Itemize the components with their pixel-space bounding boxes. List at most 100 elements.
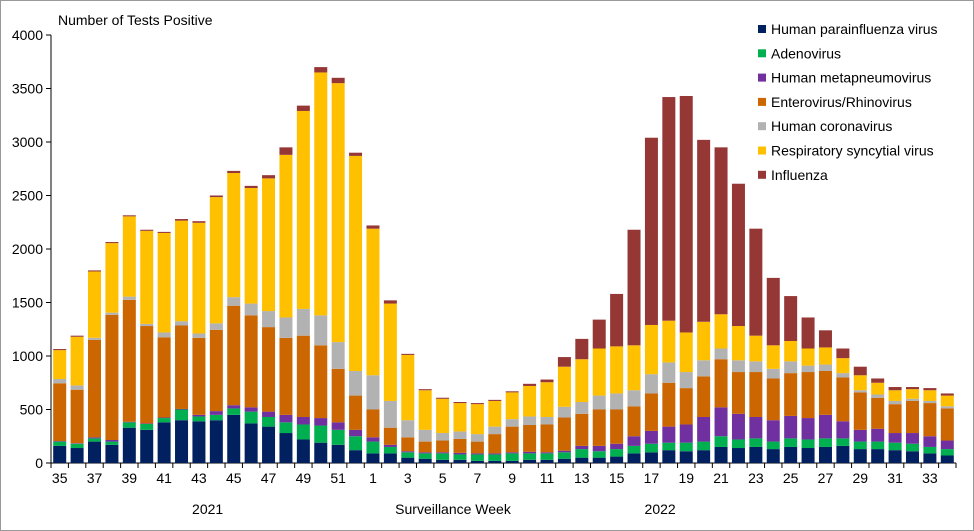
bar-segment-human-coronavirus-week-16 [627,390,641,407]
bar-segment-adenovirus-week-41 [157,418,171,423]
bar-segment-human-coronavirus-week-6 [453,431,467,439]
bar-segment-enterovirus-rhinovirus-week-10 [523,425,537,452]
bar-segment-human-coronavirus-week-41 [157,332,171,338]
bar-segment-influenza-week-35 [53,349,67,351]
bar-segment-human-metapneumovirus-week-41 [157,417,171,419]
bar-segment-human-metapneumovirus-week-43 [192,414,206,417]
legend-label: Influenza [771,167,828,183]
bar-segment-enterovirus-rhinovirus-week-32 [905,400,919,434]
x-tick-label: 29 [852,470,868,486]
bar-segment-human-coronavirus-week-3 [401,420,415,438]
bar-segment-respiratory-syncytial-virus-week-25 [784,341,798,362]
y-tick-label: 2000 [12,241,43,257]
bar-segment-human-metapneumovirus-week-46 [244,407,258,412]
bar-segment-human-metapneumovirus-week-6 [453,452,467,455]
bar-segment-respiratory-syncytial-virus-week-41 [157,232,171,333]
bar-segment-enterovirus-rhinovirus-week-3 [401,437,415,452]
bar-segment-influenza-week-42 [175,219,189,221]
year-label-2022: 2022 [645,501,676,517]
bar-segment-enterovirus-rhinovirus-week-13 [575,413,589,446]
bar-segment-adenovirus-week-44 [209,414,223,421]
bar-segment-human-metapneumovirus-week-32 [905,433,919,444]
y-tick-label: 3500 [12,81,43,97]
bar-segment-respiratory-syncytial-virus-week-9 [505,392,519,420]
bar-segment-respiratory-syncytial-virus-week-39 [122,216,136,297]
bar-segment-influenza-week-14 [592,319,606,349]
bar-segment-human-metapneumovirus-week-15 [610,443,624,450]
legend-swatch [758,49,766,58]
bar-segment-influenza-week-8 [488,399,502,401]
bar-segment-human-parainfluenza-virus-week-5 [436,459,450,463]
bar-segment-adenovirus-week-11 [540,453,554,460]
bar-segment-adenovirus-week-50 [314,425,328,443]
bar-segment-human-parainfluenza-virus-week-14 [592,457,606,463]
bar-segment-enterovirus-rhinovirus-week-23 [749,372,763,417]
bar-segment-enterovirus-rhinovirus-week-9 [505,426,519,453]
bar-segment-human-coronavirus-week-2 [383,400,397,428]
bar-segment-influenza-week-44 [209,195,223,198]
bar-segment-influenza-week-45 [227,170,241,174]
bar-segment-human-parainfluenza-virus-week-51 [331,444,345,463]
bar-segment-human-coronavirus-week-40 [140,323,154,327]
bar-segment-human-metapneumovirus-week-7 [470,453,484,455]
x-tick-label: 1 [369,470,377,486]
bar-segment-human-metapneumovirus-week-33 [923,436,937,447]
bar-segment-human-coronavirus-week-21 [714,348,728,360]
bar-segment-influenza-week-11 [540,379,554,383]
bar-segment-respiratory-syncytial-virus-week-30 [871,382,885,395]
bar-segment-human-coronavirus-week-13 [575,402,589,414]
bar-segment-influenza-week-22 [731,183,745,327]
bar-segment-enterovirus-rhinovirus-week-31 [888,404,902,434]
bar-segment-human-coronavirus-week-19 [679,372,693,389]
bar-segment-human-coronavirus-week-4 [418,429,432,442]
x-tick-label: 43 [191,470,207,486]
bar-segment-respiratory-syncytial-virus-week-48 [279,154,293,318]
bar-segment-human-metapneumovirus-week-4 [418,452,432,454]
bar-segment-influenza-week-26 [801,317,815,349]
bar-segment-respiratory-syncytial-virus-week-35 [53,350,67,380]
bar-segment-human-parainfluenza-virus-week-23 [749,446,763,463]
bar-segment-influenza-week-21 [714,147,728,315]
x-tick-label: 7 [473,470,481,486]
bar-segment-human-coronavirus-week-27 [818,364,832,371]
bar-segment-respiratory-syncytial-virus-week-13 [575,359,589,403]
bar-segment-human-metapneumovirus-week-36 [70,443,84,444]
bar-segment-adenovirus-week-12 [557,452,571,459]
bar-segment-human-parainfluenza-virus-week-44 [209,420,223,463]
bar-segment-human-metapneumovirus-week-39 [122,421,136,423]
bar-segment-human-parainfluenza-virus-week-18 [662,450,676,463]
legend-swatch [758,122,766,131]
bar-segment-respiratory-syncytial-virus-week-21 [714,314,728,349]
bar-segment-human-parainfluenza-virus-week-8 [488,460,502,463]
bar-segment-human-parainfluenza-virus-week-32 [905,451,919,463]
bar-segment-enterovirus-rhinovirus-week-47 [262,327,276,412]
bar-segment-human-parainfluenza-virus-week-46 [244,423,258,463]
legend-swatch [758,170,766,179]
x-tick-label: 37 [87,470,103,486]
bar-segment-enterovirus-rhinovirus-week-46 [244,315,258,408]
bar-segment-enterovirus-rhinovirus-week-7 [470,441,484,454]
bar-segment-respiratory-syncytial-virus-week-38 [105,243,119,313]
bar-segment-human-parainfluenza-virus-week-31 [888,450,902,463]
x-tick-label: 39 [122,470,138,486]
bar-segment-influenza-week-36 [70,335,84,337]
bar-segment-enterovirus-rhinovirus-week-14 [592,409,606,446]
legend-swatch [758,97,766,106]
bar-segment-influenza-week-40 [140,229,154,231]
legend: Human parainfluenza virus Adenovirus Human… [758,21,938,183]
bar-segment-respiratory-syncytial-virus-week-36 [70,336,84,386]
bar-segment-adenovirus-week-15 [610,449,624,457]
bar-segment-respiratory-syncytial-virus-week-43 [192,222,206,334]
bar-segment-influenza-week-49 [296,105,310,111]
bar-segment-human-metapneumovirus-week-38 [105,439,119,442]
bar-segment-respiratory-syncytial-virus-week-10 [523,385,537,417]
bar-segment-enterovirus-rhinovirus-week-30 [871,397,885,429]
x-tick-label: 31 [887,470,903,486]
bar-segment-human-parainfluenza-virus-week-7 [470,460,484,463]
bar-segment-human-parainfluenza-virus-week-45 [227,414,241,463]
bar-segment-human-coronavirus-week-42 [175,321,189,326]
bar-segment-respiratory-syncytial-virus-week-11 [540,382,554,417]
bar-segment-enterovirus-rhinovirus-week-49 [296,335,310,417]
